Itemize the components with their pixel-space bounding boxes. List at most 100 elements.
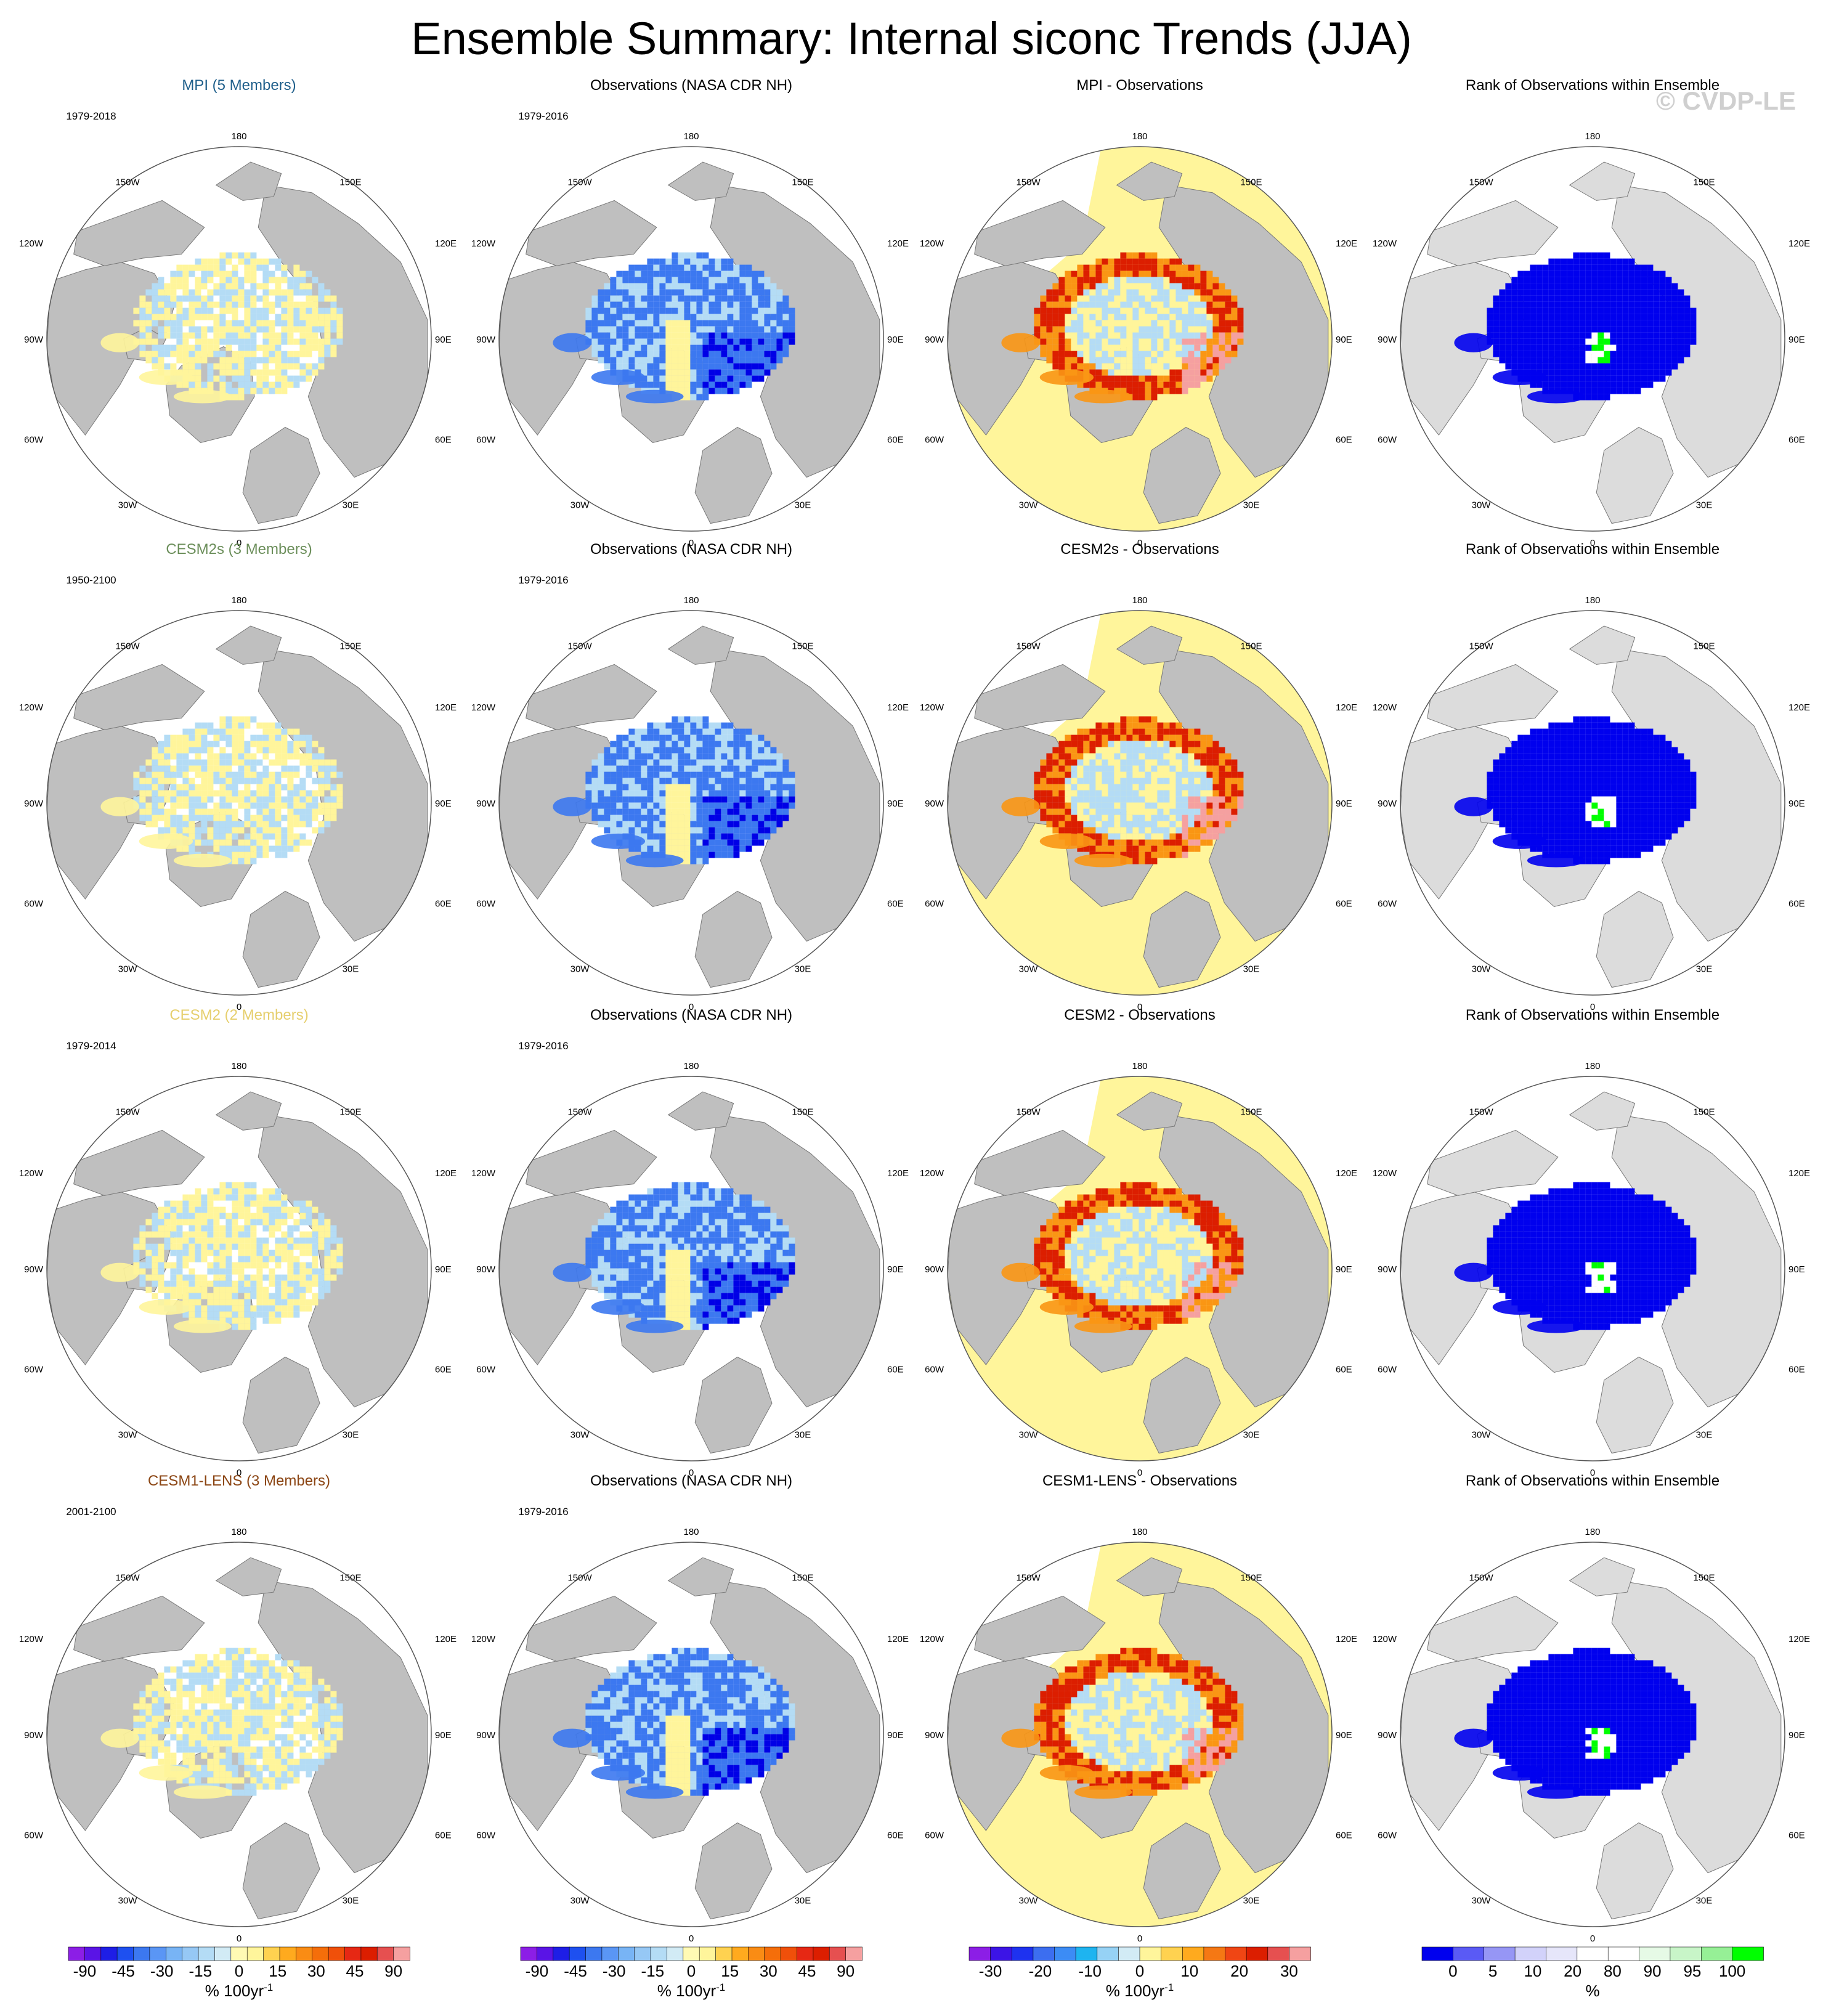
ice-trend-cell <box>739 778 746 784</box>
ice-trend-cell <box>1040 765 1047 772</box>
ice-trend-cell <box>764 283 771 290</box>
ice-trend-cell <box>207 289 214 296</box>
ice-trend-cell <box>201 357 208 364</box>
ice-trend-cell <box>1145 314 1151 320</box>
ice-trend-cell <box>1071 332 1078 339</box>
ice-trend-cell <box>1132 815 1139 821</box>
ice-trend-cell <box>721 307 728 314</box>
ice-trend-cell <box>659 808 666 815</box>
ice-trend-cell <box>1634 734 1641 741</box>
ice-trend-cell <box>1628 790 1635 797</box>
ice-trend-cell <box>1188 295 1195 302</box>
ice-trend-cell <box>1114 765 1121 772</box>
ice-trend-cell <box>1604 264 1610 271</box>
ice-trend-cell <box>1616 338 1623 345</box>
ice-trend-cell <box>1530 771 1537 778</box>
ice-trend-cell <box>219 827 226 834</box>
ice-trend-cell <box>727 784 734 791</box>
ice-trend-cell <box>1120 363 1127 370</box>
ice-trend-cell <box>1169 307 1176 314</box>
ice-trend-cell <box>244 808 251 815</box>
ice-trend-cell <box>715 790 721 797</box>
ice-trend-cell <box>1591 369 1598 376</box>
ice-trend-cell <box>696 258 703 265</box>
ice-trend-cell <box>1212 815 1219 821</box>
ice-trend-cell <box>684 858 691 864</box>
ice-trend-cell <box>1089 747 1096 754</box>
ice-trend-cell <box>269 270 275 277</box>
ice-trend-cell <box>1194 375 1201 382</box>
ice-trend-cell <box>1554 784 1561 791</box>
ice-trend-cell <box>1108 734 1115 741</box>
ice-trend-cell <box>1634 289 1641 296</box>
ice-trend-cell <box>628 381 635 388</box>
ice-trend-cell <box>195 277 201 283</box>
ice-trend-cell <box>653 369 660 376</box>
ice-trend-cell <box>1132 388 1139 394</box>
ice-trend-cell <box>1647 264 1654 271</box>
ice-trend-cell <box>721 326 728 333</box>
ice-trend-cell <box>1641 784 1647 791</box>
ice-trend-cell <box>1536 753 1543 760</box>
ice-trend-cell <box>1634 747 1641 754</box>
ice-trend-cell <box>1114 314 1121 320</box>
ice-trend-cell <box>244 388 251 394</box>
ice-trend-cell <box>1579 778 1586 784</box>
ice-trend-cell <box>1530 264 1537 271</box>
ice-trend-cell <box>715 784 721 791</box>
ice-trend-cell <box>201 728 208 735</box>
ice-trend-cell <box>1231 790 1238 797</box>
lon-label-60w: 60W <box>24 434 44 445</box>
ice-trend-cell <box>672 802 678 809</box>
ice-trend-cell <box>312 363 319 370</box>
ice-trend-cell <box>1151 326 1158 333</box>
ice-trend-cell <box>164 307 171 314</box>
ice-trend-cell <box>1634 765 1641 772</box>
ice-trend-cell <box>727 326 734 333</box>
ice-trend-cell <box>764 771 771 778</box>
ice-trend-cell <box>690 326 697 333</box>
ice-trend-cell <box>207 808 214 815</box>
ice-trend-cell <box>1188 765 1195 772</box>
ice-trend-cell <box>1548 759 1555 766</box>
ice-trend-cell <box>641 815 648 821</box>
ice-trend-cell <box>727 728 734 735</box>
ice-trend-cell <box>164 283 171 290</box>
ice-trend-cell <box>1641 357 1647 364</box>
ice-trend-cell <box>1145 307 1151 314</box>
ice-trend-cell <box>1188 381 1195 388</box>
ice-trend-cell <box>1237 307 1244 314</box>
ice-trend-cell <box>275 852 282 858</box>
ice-trend-cell <box>1511 753 1518 760</box>
ice-trend-cell <box>1102 827 1108 834</box>
ice-trend-cell <box>1163 728 1170 735</box>
ice-trend-cell <box>1604 258 1610 265</box>
ice-trend-cell <box>1139 320 1145 327</box>
ice-trend-cell <box>721 778 728 784</box>
lon-label-150w: 150W <box>567 641 592 651</box>
ice-trend-cell <box>1206 747 1213 754</box>
ice-trend-cell <box>1108 270 1115 277</box>
ice-trend-cell <box>299 815 306 821</box>
ice-trend-cell <box>684 270 691 277</box>
ice-trend-cell <box>1120 295 1127 302</box>
ice-trend-cell <box>1659 320 1666 327</box>
ice-trend-cell <box>1163 821 1170 827</box>
ice-trend-cell <box>225 338 232 345</box>
ice-trend-cell <box>782 314 789 320</box>
ice-trend-cell <box>1077 381 1084 388</box>
ice-trend-cell <box>1108 833 1115 840</box>
ice-trend-cell <box>1231 796 1238 803</box>
ice-trend-cell <box>1554 351 1561 357</box>
ice-trend-cell <box>1591 741 1598 747</box>
ice-trend-cell <box>1653 827 1660 834</box>
ice-trend-cell <box>1511 790 1518 797</box>
ice-trend-cell <box>238 363 245 370</box>
ice-trend-cell <box>1052 790 1059 797</box>
ice-trend-cell <box>1604 326 1610 333</box>
ice-trend-cell <box>1169 759 1176 766</box>
ice-trend-cell <box>1071 338 1078 345</box>
ice-trend-cell <box>1058 338 1065 345</box>
ice-trend-cell <box>207 314 214 320</box>
ice-trend-cell <box>250 753 257 760</box>
